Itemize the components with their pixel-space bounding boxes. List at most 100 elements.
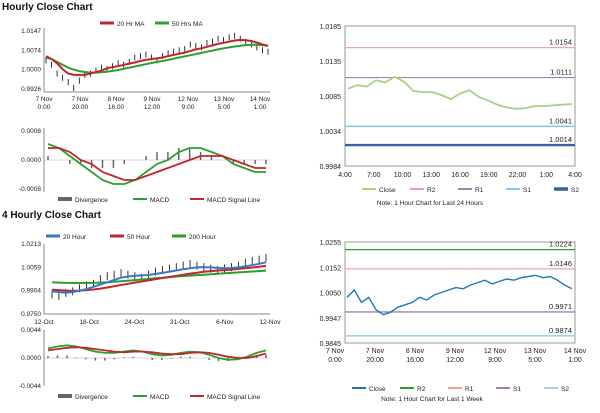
- legend-200-hour-label: 200 Hour: [189, 234, 217, 241]
- y-tick-label: 1.0255: [320, 240, 342, 247]
- y-tick-label: 0.0008: [21, 128, 41, 135]
- signal-line: [48, 147, 266, 181]
- x-tick-label: 31-Oct: [170, 319, 190, 326]
- y-tick-label: 1.0213: [21, 241, 41, 248]
- legend-r1-label: R1: [465, 386, 474, 393]
- y-tick-label: 0.0044: [21, 327, 41, 334]
- level-s2-label: 1.0014: [549, 135, 572, 144]
- y-tick-label: 1.0085: [320, 94, 342, 101]
- legend-close-label: Close: [379, 187, 396, 194]
- x-tick-label: 1:00: [568, 357, 582, 364]
- x-tick-label: 5:00: [528, 357, 542, 364]
- y-tick-label: 1.0185: [320, 24, 342, 31]
- x-tick-label: 1:00: [539, 172, 553, 179]
- legend-r1-label: R1: [475, 187, 484, 194]
- plot-frame: [344, 241, 576, 344]
- legend-s2-label: S2: [571, 187, 579, 194]
- x-tick-label: 0:00: [38, 104, 51, 111]
- level-r1-label: 1.0111: [550, 68, 572, 77]
- legend-close-label: Close: [369, 386, 386, 393]
- y-tick-label: 0.0000: [21, 157, 41, 164]
- x-tick-label: 10:00: [394, 172, 412, 179]
- four-hourly-section-title: 4 Hourly Close Chart: [2, 210, 101, 221]
- x-tick-label: 5:00: [218, 104, 231, 111]
- x-tick-label: 22:00: [509, 172, 527, 179]
- x-tick-label: 12 Nov: [178, 96, 199, 103]
- ma20-line: [51, 261, 267, 294]
- x-tick-label: 20:00: [366, 357, 384, 364]
- x-tick-label: 24-Oct: [125, 319, 145, 326]
- y-tick-label: 0.9926: [21, 86, 41, 93]
- chart-note: Note: 1 Hour Chart for Last 1 Week: [381, 396, 484, 403]
- legend-macd-label: MACD: [150, 394, 169, 401]
- macd-line: [47, 344, 267, 361]
- y-tick-label: 0.9750: [21, 311, 41, 318]
- x-tick-label: 6-Nov: [216, 319, 234, 326]
- y-tick-label: 1.0059: [21, 264, 41, 271]
- x-tick-label: 7 Nov: [366, 348, 385, 355]
- legend-divergence-label: Divergence: [75, 197, 108, 204]
- x-tick-label: 12 Nov: [484, 348, 507, 355]
- macd-line: [47, 143, 266, 185]
- x-tick-label: 14 Nov: [564, 348, 587, 355]
- y-tick-label: 0.0000: [21, 355, 41, 362]
- y-tick-label: 1.0152: [320, 265, 342, 272]
- x-tick-label: 12:00: [144, 104, 161, 111]
- legend-divergence-label: Divergence: [75, 394, 108, 401]
- x-tick-label: 16:00: [108, 104, 125, 111]
- x-tick-label: 1:00: [254, 104, 267, 111]
- x-tick-label: 12-Oct: [34, 319, 54, 326]
- y-tick-label: -0.0044: [19, 383, 41, 390]
- x-tick-label: 9 Nov: [446, 348, 465, 355]
- y-tick-label: 0.9845: [320, 341, 342, 348]
- legend-s1-label: S1: [513, 386, 521, 393]
- level-s2-label: 0.9874: [549, 326, 572, 335]
- level-s1-label: 1.0041: [549, 116, 572, 125]
- legend-20-hour-label: 20 Hour: [63, 234, 87, 241]
- x-tick-label: 14 Nov: [250, 96, 271, 103]
- x-tick-label: 7 Nov: [36, 96, 54, 103]
- y-tick-label: 0.9947: [320, 316, 342, 323]
- ma20-line: [45, 38, 269, 76]
- y-tick-label: 0.9984: [320, 164, 342, 171]
- legend-s1-label: S1: [523, 187, 531, 194]
- x-tick-label: 4:00: [338, 172, 352, 179]
- legend-20hr-ma-label: 20 Hr MA: [117, 21, 145, 28]
- x-tick-label: 16:00: [451, 172, 469, 179]
- x-tick-label: 0:00: [328, 357, 342, 364]
- y-tick-label: -0.0008: [19, 186, 41, 193]
- y-tick-label: 1.0050: [320, 291, 342, 298]
- x-tick-label: 13 Nov: [524, 348, 547, 355]
- x-tick-label: 18-Oct: [79, 319, 99, 326]
- legend-macd-label: MACD: [150, 197, 169, 204]
- legend-r2-label: R2: [417, 386, 426, 393]
- x-tick-label: 8 Nov: [406, 348, 425, 355]
- signal-line: [47, 346, 267, 359]
- x-tick-label: 7 Nov: [326, 348, 345, 355]
- hourly-section-title: Hourly Close Chart: [2, 2, 93, 13]
- legend-signal-label: MACD Signal Line: [207, 197, 260, 204]
- legend-signal-label: MACD Signal Line: [207, 394, 260, 401]
- x-tick-label: 8 Nov: [108, 96, 126, 103]
- legend-50-hour-label: 50 Hour: [127, 234, 151, 241]
- x-tick-label: 13 Nov: [214, 96, 235, 103]
- level-r2-label: 1.0224: [549, 240, 572, 249]
- y-tick-label: 1.0000: [21, 67, 41, 74]
- ma50-line: [45, 43, 269, 74]
- chart-note: Note: 1 Hour Chart for Last 24 Hours: [377, 200, 484, 207]
- x-tick-label: 7 Nov: [72, 96, 90, 103]
- level-r1-label: 1.0146: [549, 259, 572, 268]
- y-tick-label: 1.0074: [21, 47, 41, 54]
- x-tick-label: 13:00: [422, 172, 440, 179]
- x-tick-label: 9 Nov: [144, 96, 162, 103]
- x-tick-label: 20:00: [72, 104, 89, 111]
- x-tick-label: 19:00: [480, 172, 498, 179]
- x-tick-label: 9:00: [488, 357, 502, 364]
- x-tick-label: 16:00: [406, 357, 424, 364]
- x-tick-label: 9:00: [182, 104, 195, 111]
- y-tick-label: 1.0135: [320, 59, 342, 66]
- level-r2-label: 1.0154: [549, 38, 572, 47]
- plot-frame: [344, 25, 576, 167]
- level-s1-label: 0.9971: [549, 302, 572, 311]
